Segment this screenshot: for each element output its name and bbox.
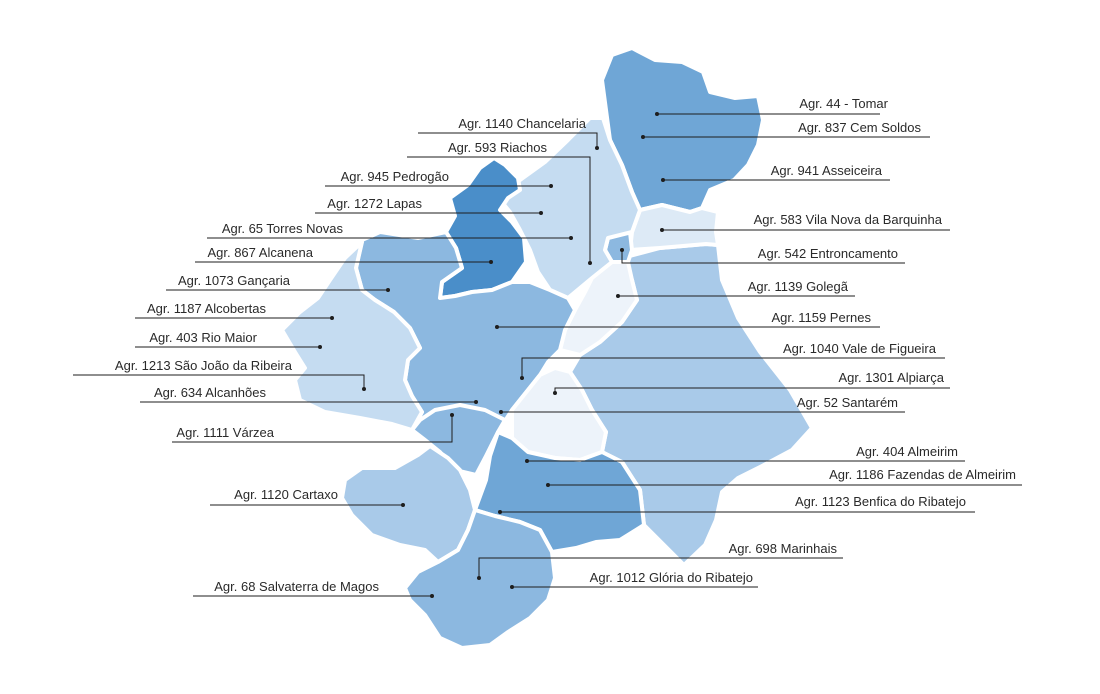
label-pernes: Agr. 1159 Pernes	[772, 310, 872, 325]
dot-pedrogao	[549, 184, 553, 188]
label-varzea: Agr. 1111 Várzea	[176, 425, 274, 440]
label-alcanena: Agr. 867 Alcanena	[207, 245, 313, 260]
region-vila-nova-barquinha[interactable]	[628, 203, 720, 252]
region-lapas[interactable]	[438, 156, 528, 300]
label-asseiceira: Agr. 941 Asseiceira	[771, 163, 883, 178]
dot-vila-nova-barquinha	[660, 228, 664, 232]
leader-marinhais	[478, 557, 843, 578]
label-cartaxo: Agr. 1120 Cartaxo	[234, 487, 338, 502]
leader-sao-joao-ribeira	[73, 374, 365, 389]
label-fazendas-almeirim: Agr. 1186 Fazendas de Almeirim	[829, 467, 1016, 482]
dot-gancaria	[386, 288, 390, 292]
label-marinhais: Agr. 698 Marinhais	[729, 541, 838, 556]
dot-rio-maior	[318, 345, 322, 349]
region-cartaxo[interactable]	[340, 444, 477, 564]
leader-entroncamento	[621, 250, 905, 264]
dot-riachos	[588, 261, 592, 265]
dot-sao-joao-ribeira	[362, 387, 366, 391]
dot-marinhais	[477, 576, 481, 580]
label-cem-soldos: Agr. 837 Cem Soldos	[798, 120, 921, 135]
label-torres-novas: Agr. 65 Torres Novas	[222, 221, 344, 236]
leader-chancelaria	[418, 132, 598, 148]
label-vale-figueira: Agr. 1040 Vale de Figueira	[783, 341, 937, 356]
dot-alcanena	[489, 260, 493, 264]
label-rio-maior: Agr. 403 Rio Maior	[149, 330, 257, 345]
label-pedrogao: Agr. 945 Pedrogão	[341, 169, 449, 184]
dot-benfica-ribatejo	[498, 510, 502, 514]
dot-fazendas-almeirim	[546, 483, 550, 487]
label-golega: Agr. 1139 Golegã	[748, 279, 849, 294]
label-alcanhoes: Agr. 634 Alcanhões	[154, 385, 267, 400]
dot-almeirim	[525, 459, 529, 463]
label-vila-nova-barquinha: Agr. 583 Vila Nova da Barquinha	[754, 212, 943, 227]
dot-torres-novas	[569, 236, 573, 240]
dot-cartaxo	[401, 503, 405, 507]
dot-entroncamento	[620, 248, 624, 252]
label-chancelaria: Agr. 1140 Chancelaria	[458, 116, 586, 131]
dot-tomar	[655, 112, 659, 116]
dot-gloria-ribatejo	[510, 585, 514, 589]
label-almeirim: Agr. 404 Almeirim	[856, 444, 958, 459]
label-lapas: Agr. 1272 Lapas	[327, 196, 422, 211]
label-tomar: Agr. 44 - Tomar	[799, 96, 888, 111]
dot-asseiceira	[661, 178, 665, 182]
leader-vale-figueira	[521, 357, 945, 378]
label-gloria-ribatejo: Agr. 1012 Glória do Ribatejo	[590, 570, 753, 585]
labels: Agr. 44 - Tomar Agr. 837 Cem Soldos Agr.…	[115, 96, 1016, 594]
leaders	[73, 112, 1022, 598]
dot-alpiarca	[553, 391, 557, 395]
leader-riachos	[407, 156, 591, 263]
dot-varzea	[450, 413, 454, 417]
dot-alcobertas	[330, 316, 334, 320]
dot-cem-soldos	[641, 135, 645, 139]
label-santarem: Agr. 52 Santarém	[797, 395, 898, 410]
label-entroncamento: Agr. 542 Entroncamento	[758, 246, 898, 261]
label-salvaterra-magos: Agr. 68 Salvaterra de Magos	[214, 579, 379, 594]
label-gancaria: Agr. 1073 Gançaria	[178, 273, 291, 288]
dot-vale-figueira	[520, 376, 524, 380]
dot-lapas	[539, 211, 543, 215]
label-riachos: Agr. 593 Riachos	[448, 140, 548, 155]
dot-salvaterra-magos	[430, 594, 434, 598]
dot-alcanhoes	[474, 400, 478, 404]
label-alpiarca: Agr. 1301 Alpiarça	[838, 370, 944, 385]
dot-santarem	[499, 410, 503, 414]
label-alcobertas: Agr. 1187 Alcobertas	[147, 301, 267, 316]
dot-golega	[616, 294, 620, 298]
leader-varzea	[172, 415, 453, 443]
dot-pernes	[495, 325, 499, 329]
label-benfica-ribatejo: Agr. 1123 Benfica do Ribatejo	[795, 494, 966, 509]
label-sao-joao-ribeira: Agr. 1213 São João da Ribeira	[115, 358, 293, 373]
dot-chancelaria	[595, 146, 599, 150]
